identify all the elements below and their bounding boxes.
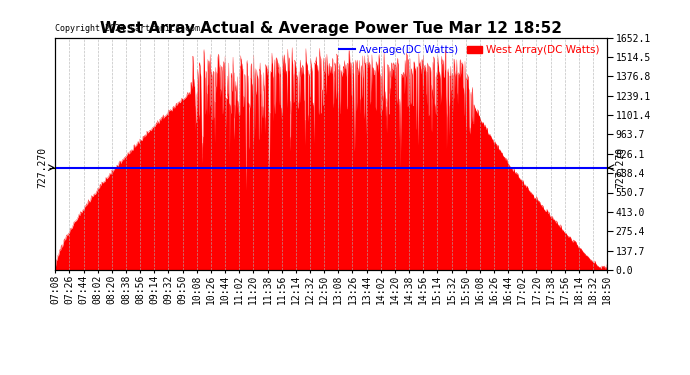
Title: West Array Actual & Average Power Tue Mar 12 18:52: West Array Actual & Average Power Tue Ma… [100, 21, 562, 36]
Legend: Average(DC Watts), West Array(DC Watts): Average(DC Watts), West Array(DC Watts) [337, 43, 602, 57]
Text: Copyright 2024 Cartronics.com: Copyright 2024 Cartronics.com [55, 24, 200, 33]
